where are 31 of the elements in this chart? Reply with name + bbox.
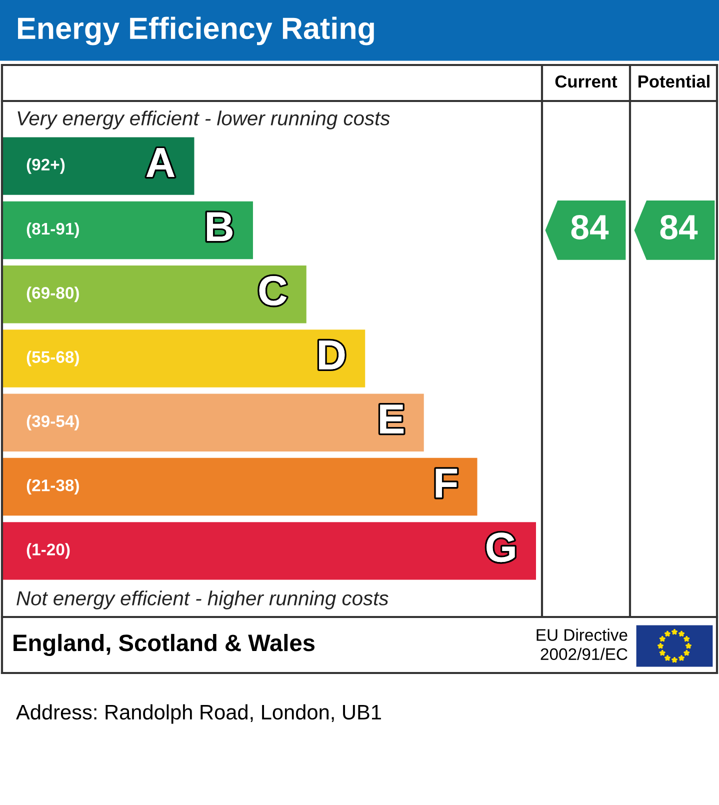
text: England, Scotland & Wales	[14, 634, 315, 656]
text: Potential	[638, 74, 710, 88]
y-tick-label: (55-68)	[26, 350, 79, 366]
text: Very energy efficient - lower running costs	[18, 110, 390, 130]
y-tick-label: (69-80)	[26, 286, 79, 302]
annotation: F	[436, 468, 458, 498]
text: 84	[571, 214, 609, 240]
bar	[2, 265, 306, 324]
annotation: D	[319, 340, 345, 370]
bar	[2, 458, 478, 516]
annotation: G	[486, 532, 515, 562]
text: 84	[660, 214, 698, 240]
bar	[2, 137, 194, 195]
text: Address: Randolph Road, London, UB1	[16, 704, 381, 724]
text: Not energy efficient - higher running costs	[16, 590, 388, 610]
y-tick-label: (39-54)	[26, 414, 79, 430]
bar	[2, 330, 366, 388]
annotation: E	[380, 404, 404, 434]
bar	[2, 394, 424, 452]
text: Current	[555, 75, 618, 88]
y-tick-label: (1-20)	[26, 543, 70, 559]
text: EU Directive 2002/91/EC	[536, 628, 628, 660]
y-tick-label: (21-38)	[26, 479, 79, 495]
annotation: A	[146, 148, 174, 177]
y-tick-label: (81-91)	[26, 222, 79, 238]
bar	[2, 522, 536, 580]
annotation: B	[206, 212, 232, 241]
y-tick-label: (92+)	[26, 158, 65, 174]
bar	[2, 201, 253, 260]
chart-title: Energy Efficiency Rating	[18, 16, 374, 46]
annotation: C	[259, 276, 287, 306]
